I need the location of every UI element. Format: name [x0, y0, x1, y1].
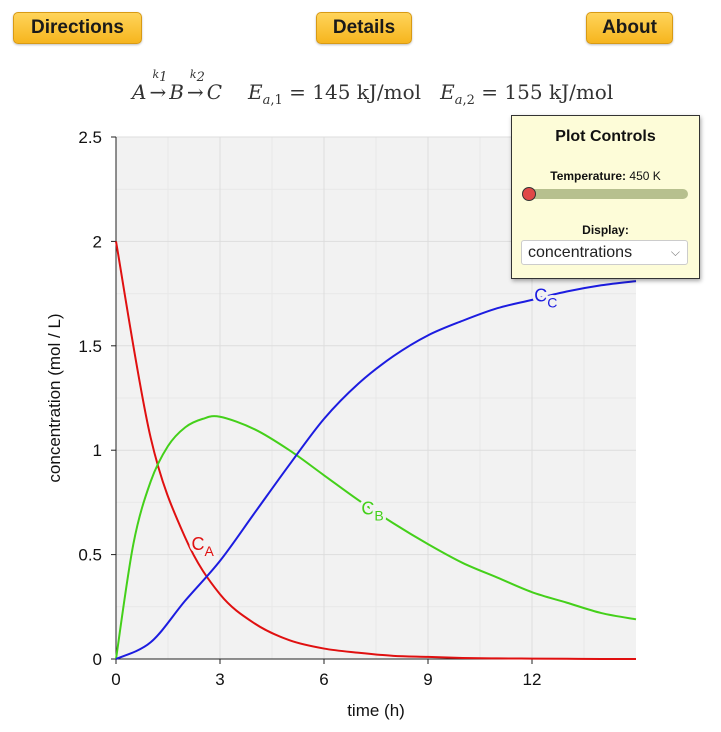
curve-label-cc: CC [534, 286, 557, 311]
x-tick-label: 6 [319, 670, 328, 689]
x-tick-label: 3 [215, 670, 224, 689]
activation-energy-2: Ea,2 = 155 kJ/mol [440, 80, 614, 108]
species-a: A [132, 80, 147, 104]
y-tick-label: 0.5 [78, 546, 102, 565]
y-tick-label: 2 [93, 232, 102, 251]
plot-controls-panel: Plot Controls Temperature: 450 K Display… [511, 115, 700, 279]
series-line-ca [115, 241, 637, 661]
species-b: B [169, 80, 184, 104]
display-label: Display: [582, 223, 629, 237]
temperature-slider-track[interactable] [523, 189, 688, 199]
rate-label-k1: k1 [152, 68, 168, 86]
reaction-arrow-1: → k1 [149, 68, 168, 104]
y-axis-title: concentration (mol / L) [45, 313, 64, 482]
rate-label-k2: k2 [189, 68, 205, 86]
y-tick-label: 1.5 [78, 337, 102, 356]
x-tick-label: 0 [111, 670, 120, 689]
y-tick-label: 0 [93, 650, 102, 669]
series-line-cc [115, 280, 637, 660]
curve-label-ca: CA [191, 534, 214, 559]
species-c: C [206, 80, 222, 104]
reaction-arrow-2: → k2 [186, 68, 205, 104]
curve-label-cb: CB [361, 499, 383, 524]
activation-energy-1: Ea,1 = 145 kJ/mol [248, 80, 422, 108]
details-button[interactable]: Details [316, 12, 412, 44]
y-tick-label: 2.5 [78, 128, 102, 147]
directions-button[interactable]: Directions [13, 12, 142, 44]
x-axis-title: time (h) [347, 701, 405, 720]
temperature-slider-thumb[interactable] [522, 187, 536, 201]
temperature-readout: Temperature: 450 K [550, 169, 661, 183]
x-tick-label: 12 [523, 670, 542, 689]
series-line-cb [115, 415, 637, 660]
y-tick-label: 1 [93, 441, 102, 460]
display-select[interactable]: concentrations ⌵ [521, 240, 688, 265]
about-button[interactable]: About [586, 12, 673, 44]
plot-controls-title: Plot Controls [555, 128, 656, 145]
reaction-equation: A → k1 B → k2 C Ea,1 = 145 kJ/mol Ea,2 = 155 kJ… [132, 68, 614, 108]
x-tick-label: 9 [423, 670, 432, 689]
chevron-down-icon: ⌵ [670, 245, 680, 259]
